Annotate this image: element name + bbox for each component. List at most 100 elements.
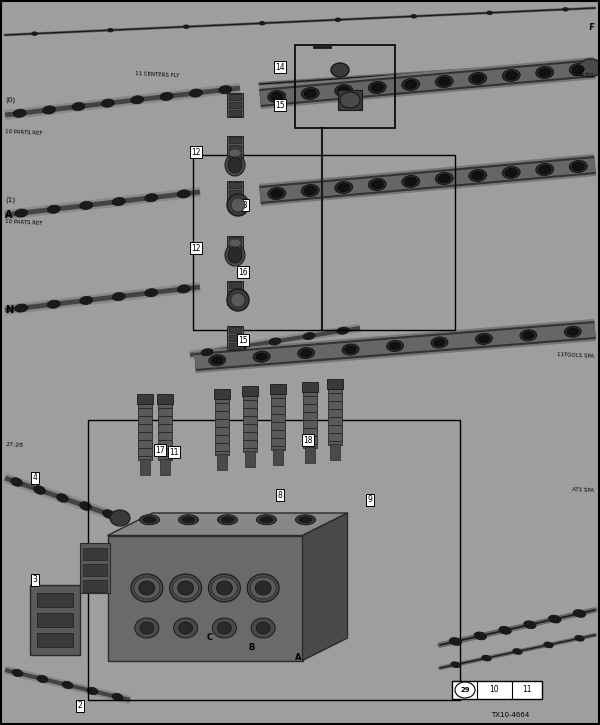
- Text: 15: 15: [275, 101, 285, 109]
- Ellipse shape: [177, 285, 190, 293]
- Ellipse shape: [229, 239, 241, 247]
- Ellipse shape: [455, 682, 475, 698]
- Ellipse shape: [80, 502, 91, 510]
- Bar: [137, 394, 153, 404]
- Bar: [330, 444, 340, 460]
- Ellipse shape: [536, 67, 554, 78]
- Ellipse shape: [513, 649, 522, 654]
- Ellipse shape: [112, 293, 125, 301]
- Ellipse shape: [539, 165, 551, 173]
- Ellipse shape: [112, 693, 123, 700]
- Ellipse shape: [217, 622, 232, 634]
- Bar: [80, 543, 110, 593]
- Text: (1): (1): [5, 196, 16, 204]
- Ellipse shape: [12, 669, 23, 676]
- Text: (0): (0): [5, 96, 16, 104]
- Ellipse shape: [389, 342, 400, 349]
- Ellipse shape: [212, 357, 223, 364]
- Ellipse shape: [405, 80, 417, 88]
- Text: 2: 2: [77, 702, 82, 710]
- Text: TX10-4664: TX10-4664: [491, 712, 529, 718]
- Ellipse shape: [227, 194, 249, 216]
- Ellipse shape: [475, 334, 493, 344]
- Ellipse shape: [337, 327, 349, 334]
- Ellipse shape: [335, 85, 353, 96]
- Ellipse shape: [301, 88, 319, 99]
- Bar: [270, 384, 286, 394]
- Ellipse shape: [301, 184, 319, 196]
- Ellipse shape: [139, 581, 155, 595]
- Ellipse shape: [247, 574, 279, 602]
- Text: B: B: [248, 643, 254, 652]
- Bar: [229, 290, 241, 296]
- Ellipse shape: [405, 178, 417, 186]
- Ellipse shape: [536, 163, 554, 175]
- Ellipse shape: [257, 515, 277, 525]
- Bar: [229, 190, 241, 196]
- Ellipse shape: [139, 515, 160, 525]
- Ellipse shape: [438, 175, 450, 183]
- Ellipse shape: [179, 622, 193, 634]
- Bar: [229, 282, 241, 288]
- Text: C: C: [207, 633, 213, 642]
- Ellipse shape: [431, 337, 448, 348]
- Text: AT1 SPA: AT1 SPA: [572, 487, 594, 493]
- Bar: [214, 389, 230, 399]
- Text: 11 CENTERS FLY: 11 CENTERS FLY: [135, 71, 179, 78]
- Ellipse shape: [108, 29, 113, 32]
- Ellipse shape: [575, 636, 584, 641]
- Ellipse shape: [502, 167, 520, 178]
- Bar: [227, 326, 243, 350]
- Polygon shape: [302, 513, 347, 660]
- Ellipse shape: [112, 197, 125, 206]
- Ellipse shape: [182, 517, 195, 523]
- Text: 11: 11: [169, 447, 179, 457]
- Ellipse shape: [268, 188, 286, 199]
- Ellipse shape: [208, 574, 241, 602]
- Ellipse shape: [331, 63, 349, 77]
- Ellipse shape: [340, 92, 360, 108]
- Ellipse shape: [228, 157, 242, 173]
- Ellipse shape: [225, 154, 245, 176]
- Ellipse shape: [487, 12, 492, 14]
- Ellipse shape: [32, 32, 37, 35]
- Ellipse shape: [228, 247, 242, 263]
- Ellipse shape: [134, 577, 160, 599]
- Bar: [229, 137, 241, 143]
- Ellipse shape: [434, 339, 445, 346]
- Ellipse shape: [135, 618, 159, 638]
- Bar: [217, 454, 227, 470]
- Bar: [227, 236, 243, 260]
- Bar: [229, 237, 241, 243]
- Ellipse shape: [301, 349, 311, 357]
- Ellipse shape: [335, 18, 340, 21]
- Ellipse shape: [569, 160, 587, 173]
- Ellipse shape: [342, 344, 359, 355]
- Ellipse shape: [451, 662, 460, 667]
- Bar: [227, 93, 243, 117]
- Ellipse shape: [225, 244, 245, 266]
- Bar: [305, 447, 315, 463]
- Text: 8: 8: [278, 491, 283, 500]
- Bar: [138, 400, 152, 460]
- Ellipse shape: [371, 181, 383, 188]
- Ellipse shape: [499, 626, 511, 634]
- Ellipse shape: [143, 517, 156, 523]
- Ellipse shape: [219, 86, 232, 94]
- Ellipse shape: [170, 574, 202, 602]
- Ellipse shape: [371, 83, 383, 91]
- Ellipse shape: [564, 326, 581, 337]
- Text: 15: 15: [238, 336, 248, 344]
- Ellipse shape: [569, 64, 587, 75]
- Bar: [229, 343, 241, 349]
- Bar: [83, 580, 107, 592]
- Bar: [229, 94, 241, 100]
- Ellipse shape: [338, 183, 350, 191]
- Ellipse shape: [567, 328, 578, 335]
- Text: 10: 10: [489, 686, 499, 695]
- Ellipse shape: [475, 632, 486, 639]
- Ellipse shape: [505, 168, 517, 176]
- Ellipse shape: [217, 581, 232, 595]
- Ellipse shape: [304, 89, 316, 98]
- Bar: [37, 613, 73, 627]
